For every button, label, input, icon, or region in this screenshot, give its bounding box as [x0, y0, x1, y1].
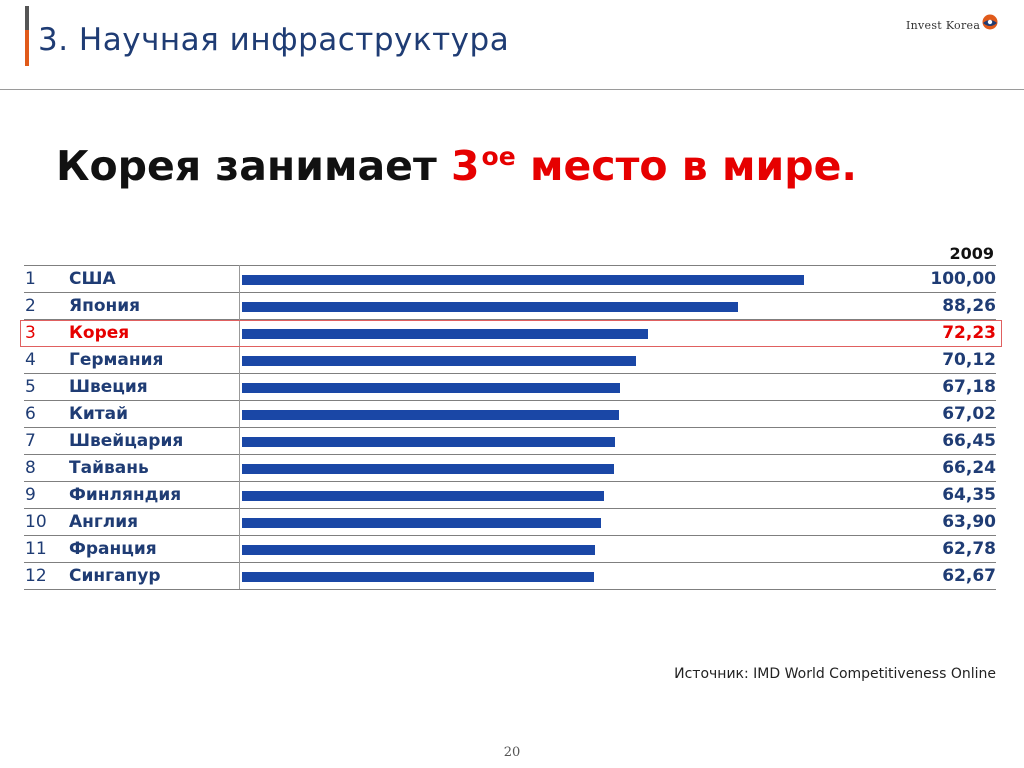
slide-title: 3. Научная инфраструктура: [38, 22, 510, 58]
axis-tick: [239, 562, 245, 589]
bar: [242, 383, 620, 393]
rank-label: 2: [25, 296, 36, 316]
value-label: 67,18: [942, 377, 996, 397]
value-label: 72,23: [942, 323, 996, 343]
value-label: 64,35: [942, 485, 996, 505]
table-row: 12 Сингапур 62,67: [24, 562, 996, 590]
logo-text: Invest Korea: [906, 18, 981, 32]
axis-tick: [239, 481, 245, 508]
country-label: Китай: [69, 404, 129, 424]
bar: [242, 329, 648, 339]
headline-rank-number: 3: [451, 142, 480, 190]
table-row: 8 Тайвань 66,24: [24, 454, 996, 482]
country-label: Тайвань: [69, 458, 149, 478]
axis-tick: [239, 319, 245, 346]
table-row: 9 Финляндия 64,35: [24, 481, 996, 509]
axis-tick: [239, 535, 245, 562]
rank-label: 9: [25, 485, 36, 505]
value-label: 66,45: [942, 431, 996, 451]
title-divider: [0, 89, 1024, 90]
rank-label: 6: [25, 404, 36, 424]
table-row: 4 Германия 70,12: [24, 346, 996, 374]
value-label: 67,02: [942, 404, 996, 424]
bar: [242, 437, 616, 447]
table-row: 6 Китай 67,02: [24, 400, 996, 428]
country-label: Япония: [69, 296, 141, 316]
value-label: 63,90: [942, 512, 996, 532]
country-label: Англия: [69, 512, 139, 532]
rank-label: 4: [25, 350, 36, 370]
rank-label: 5: [25, 377, 36, 397]
rank-label: 12: [25, 566, 47, 586]
country-label: Финляндия: [69, 485, 182, 505]
rank-label: 7: [25, 431, 36, 451]
axis-tick: [239, 373, 245, 400]
table-row: 11 Франция 62,78: [24, 535, 996, 563]
bar: [242, 572, 595, 582]
axis-tick: [239, 427, 245, 454]
axis-tick: [239, 508, 245, 535]
value-label: 88,26: [942, 296, 996, 316]
table-row: 10 Англия 63,90: [24, 508, 996, 536]
column-header-year: 2009: [949, 244, 994, 263]
headline: Корея занимает 3ое место в мире.: [56, 142, 857, 190]
axis-tick: [239, 346, 245, 373]
country-label: Германия: [69, 350, 164, 370]
country-label: Корея: [69, 323, 130, 343]
value-label: 62,78: [942, 539, 996, 559]
table-row: 3 Корея 72,23: [24, 319, 996, 347]
headline-part1: Корея занимает: [56, 142, 452, 190]
table-row: 5 Швеция 67,18: [24, 373, 996, 401]
headline-rank: 3ое место в мире.: [451, 142, 857, 190]
title-accent-bar: [25, 6, 29, 66]
logo-mark-icon: [982, 14, 998, 30]
bar: [242, 518, 602, 528]
ranking-chart: 1 США 100,00 2 Япония 88,26 3 Корея 72,23 4 Герман…: [24, 265, 996, 590]
value-label: 62,67: [942, 566, 996, 586]
headline-rank-suffix: ое: [481, 142, 516, 171]
value-label: 70,12: [942, 350, 996, 370]
source-note: Источник: IMD World Competitiveness Onli…: [674, 666, 996, 682]
axis-tick: [239, 454, 245, 481]
bar: [242, 491, 604, 501]
invest-korea-logo: Invest Korea: [906, 14, 998, 36]
country-label: Швейцария: [69, 431, 184, 451]
rank-label: 8: [25, 458, 36, 478]
page-number: 20: [503, 745, 521, 760]
value-label: 66,24: [942, 458, 996, 478]
table-row: 1 США 100,00: [24, 265, 996, 293]
country-label: Швеция: [69, 377, 148, 397]
bar: [242, 275, 804, 285]
rank-label: 11: [25, 539, 47, 559]
country-label: Сингапур: [69, 566, 161, 586]
value-label: 100,00: [930, 269, 996, 289]
bar: [242, 302, 739, 312]
table-row: 7 Швейцария 66,45: [24, 427, 996, 455]
table-row: 2 Япония 88,26: [24, 292, 996, 320]
bar: [242, 356, 637, 366]
country-label: США: [69, 269, 116, 289]
axis-tick: [239, 400, 245, 427]
rank-label: 3: [25, 323, 36, 343]
axis-tick: [239, 265, 245, 292]
axis-tick: [239, 292, 245, 319]
headline-part2: место в мире.: [515, 142, 857, 190]
rank-label: 10: [25, 512, 47, 532]
rank-label: 1: [25, 269, 36, 289]
bar: [242, 545, 595, 555]
bar: [242, 410, 619, 420]
country-label: Франция: [69, 539, 157, 559]
bar: [242, 464, 615, 474]
